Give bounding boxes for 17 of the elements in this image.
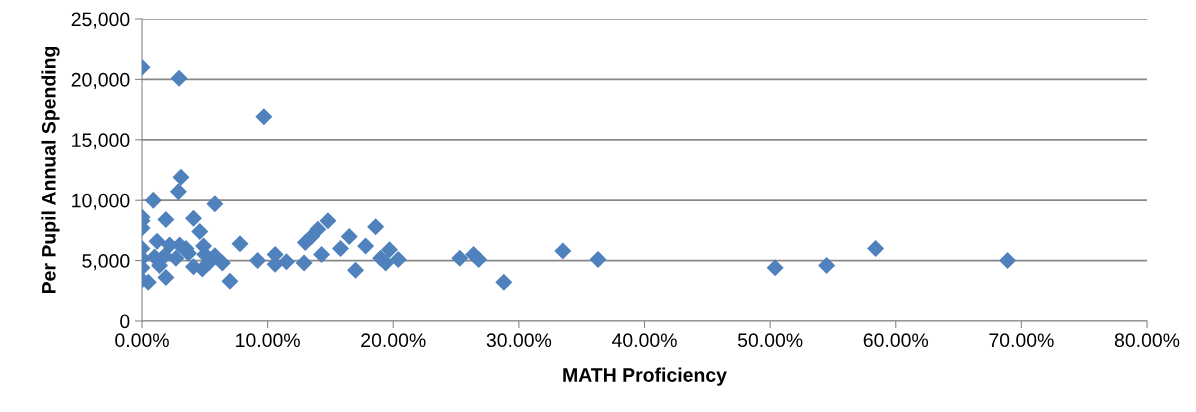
y-tick-label: 25,000 (71, 12, 130, 29)
y-tick-label: 20,000 (71, 72, 130, 89)
x-tick-label: 80.00% (1114, 333, 1180, 348)
x-tick-label: 50.00% (737, 333, 803, 348)
x-tick-label: 60.00% (863, 333, 929, 348)
y-tick-label: 10,000 (72, 193, 130, 210)
x-tick-label: 20.00% (361, 333, 426, 348)
x-tick-label: 10.00% (236, 333, 300, 348)
y-tick-label: 15,000 (72, 133, 130, 150)
x-tick-label: 40.00% (611, 333, 677, 348)
x-tick-label: 30.00% (486, 333, 552, 348)
y-axis-title: Per Pupil Annual Spending (41, 46, 60, 294)
y-tick-label: 5,000 (82, 254, 130, 271)
y-tick-label: 0 (120, 314, 130, 329)
x-tick-label: 70.00% (989, 333, 1054, 348)
x-axis-title: MATH Proficiency (563, 367, 727, 386)
x-tick-label: 0.00% (115, 333, 169, 348)
